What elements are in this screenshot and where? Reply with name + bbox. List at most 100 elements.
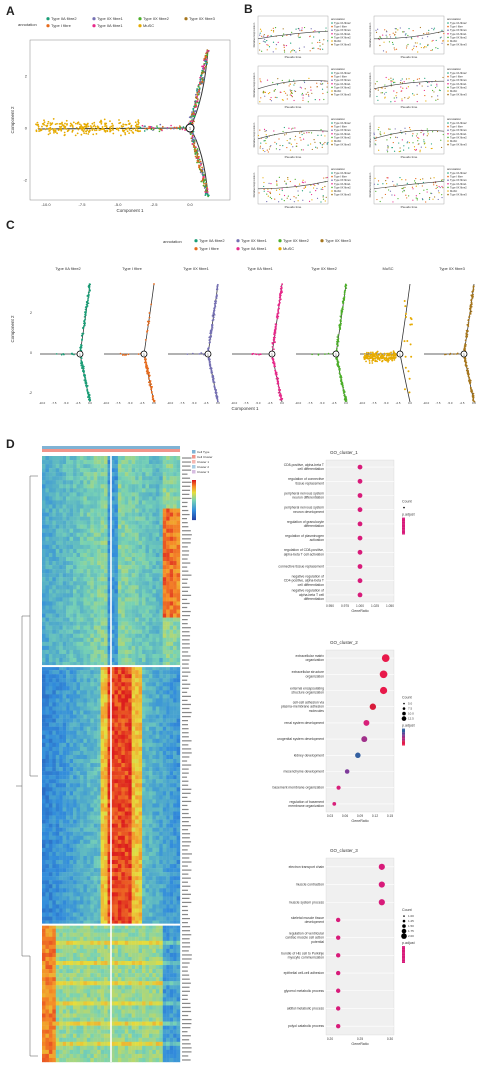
expression-point [379,133,381,135]
heatmap-cell [169,662,174,667]
heatmap-cell [169,480,174,485]
cell-point [124,133,127,136]
heatmap-cell [138,589,143,594]
heatmap-cell [148,512,153,517]
expression-point [377,89,379,91]
heatmap-cell [142,637,146,643]
heatmap-cell [73,496,77,501]
heatmap-cell [59,496,63,501]
heatmap-cell [131,629,136,634]
cell-point [466,371,469,374]
heatmap-cell [42,593,46,598]
heatmap-cell [155,613,160,618]
expression-point [373,133,375,136]
heatmap-cell [79,561,84,566]
heatmap-cell [114,577,119,582]
heatmap-cell [114,569,119,574]
heatmap-cell [62,468,67,473]
heatmap-cell [117,548,122,554]
heatmap-cell [73,516,77,521]
heatmap-cell [111,597,115,602]
cell-point [94,129,96,132]
heatmap-cell [73,593,77,598]
expression-point [437,47,439,50]
heatmap-cell [93,552,98,558]
cell-point [45,124,48,127]
expression-point [437,190,440,192]
heatmap-cell [135,637,139,643]
cell-point [468,315,471,318]
heatmap-cell [117,540,122,546]
cell-point [191,139,194,142]
heatmap-cell [169,536,174,542]
cell-point [62,352,64,355]
heatmap-cell [45,633,50,638]
mini-legend-swatch [331,33,333,35]
heatmap-cell [100,666,105,671]
legend-title-a: annotation [18,22,37,27]
heatmap-cell [148,670,153,675]
heatmap-cell [104,468,108,473]
heatmap-cell [69,500,74,505]
cell-point [192,352,194,355]
heatmap-cell [173,532,177,537]
heatmap-cell [121,666,125,671]
expression-point [413,180,416,182]
heatmap-cell [79,484,84,489]
heatmap-cell [66,662,70,667]
heatmap-cell [79,569,84,574]
expression-point [269,192,272,195]
heatmap-cell [90,548,94,554]
expression-point [282,130,284,133]
heatmap-cell [69,585,74,590]
heatmap-cell [142,468,146,473]
heatmap-cell [45,653,50,659]
mini-legend-entry: Type IIA fibre1 [334,182,351,186]
heatmap-cell [155,536,160,542]
expression-point [408,96,410,98]
cell-point [47,120,50,123]
cell-point [198,155,200,158]
heatmap-cell [107,670,112,675]
heatmap-cell [90,617,94,622]
cell-point [200,352,202,354]
heatmap-cell [124,544,129,550]
heatmap-cell [86,633,91,638]
heatmap-cell [166,536,170,542]
heatmap-cell [104,565,108,570]
heatmap-cell [155,573,160,578]
heatmap-cell [169,573,174,578]
cell-point [61,122,63,125]
heatmap-cell [166,653,170,659]
expression-point [299,86,301,88]
heatmap-cell [97,464,101,469]
heatmap-cell [142,609,146,614]
expression-point [432,198,434,200]
expression-point [309,50,311,52]
heatmap-cell [100,480,105,485]
expression-point [415,195,417,197]
heatmap-cell [83,512,88,517]
heatmap-cell [121,540,125,546]
cell-point [75,126,78,129]
heatmap-cell [176,496,181,501]
heatmap-cell [121,653,125,659]
heatmap-cell [104,480,108,485]
expression-point [273,90,275,92]
heatmap-cell [148,508,153,513]
heatmap-cell [128,500,132,505]
heatmap-cell [135,666,139,671]
x-tick-label: -10.0 [295,401,302,405]
heatmap-cell [138,480,143,485]
heatmap-cell [79,456,84,461]
cell-point [336,336,339,338]
heatmap-cell [104,593,108,598]
expression-point [294,185,296,187]
heatmap-cell [128,597,132,602]
expression-point [440,146,443,149]
cell-point [363,356,366,359]
heatmap-cell [145,561,150,566]
expression-point [307,101,309,103]
heatmap-cell [83,670,88,675]
expression-point [300,149,303,151]
